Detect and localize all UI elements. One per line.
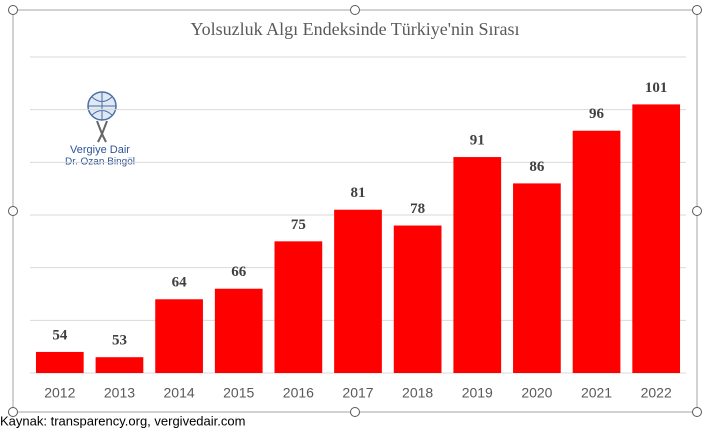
logo-figure bbox=[96, 120, 108, 143]
data-label: 78 bbox=[410, 201, 425, 217]
bar bbox=[214, 288, 263, 373]
x-tick-label: 2020 bbox=[521, 385, 552, 401]
handle[interactable] bbox=[692, 5, 702, 15]
x-tick-label: 2016 bbox=[283, 385, 314, 401]
data-label: 81 bbox=[351, 185, 366, 201]
x-tick-label: 2022 bbox=[641, 385, 672, 401]
x-tick-label: 2018 bbox=[402, 385, 433, 401]
handle[interactable] bbox=[350, 5, 360, 15]
bar bbox=[453, 157, 502, 373]
data-label: 54 bbox=[52, 327, 68, 343]
logo-name: Vergiye Dair bbox=[70, 144, 130, 156]
data-label: 75 bbox=[291, 217, 306, 233]
handle[interactable] bbox=[8, 206, 18, 216]
handle[interactable] bbox=[350, 407, 360, 417]
x-tick-label: 2012 bbox=[44, 385, 75, 401]
bar bbox=[35, 351, 84, 373]
data-label: 96 bbox=[589, 106, 605, 122]
x-tick-label: 2013 bbox=[104, 385, 135, 401]
x-tick-label: 2021 bbox=[581, 385, 612, 401]
handle[interactable] bbox=[692, 407, 702, 417]
bar bbox=[95, 357, 144, 373]
logo-lines bbox=[88, 92, 116, 120]
selection-handles bbox=[8, 5, 702, 417]
x-tick-label: 2014 bbox=[164, 385, 195, 401]
bar bbox=[334, 209, 382, 373]
data-label: 66 bbox=[231, 264, 247, 280]
bar bbox=[274, 241, 323, 373]
chart-title: Yolsuzluk Algı Endeksinde Türkiye'nin Sı… bbox=[190, 19, 519, 39]
handle[interactable] bbox=[8, 5, 18, 15]
bar bbox=[155, 299, 203, 373]
handle[interactable] bbox=[692, 206, 702, 216]
handle[interactable] bbox=[8, 407, 18, 417]
data-label: 86 bbox=[529, 159, 545, 175]
x-tick-label: 2015 bbox=[223, 385, 254, 401]
bar bbox=[393, 225, 442, 373]
data-label: 101 bbox=[645, 80, 668, 96]
data-label: 53 bbox=[112, 333, 127, 349]
data-label: 64 bbox=[172, 275, 188, 291]
bar bbox=[572, 130, 621, 373]
bar bbox=[513, 183, 561, 373]
bar bbox=[632, 104, 681, 374]
source-note: Kaynak: transparency.org, vergivedair.co… bbox=[0, 413, 245, 428]
data-label: 91 bbox=[470, 133, 485, 149]
x-tick-label: 2019 bbox=[462, 385, 493, 401]
x-tick-label: 2017 bbox=[342, 385, 373, 401]
